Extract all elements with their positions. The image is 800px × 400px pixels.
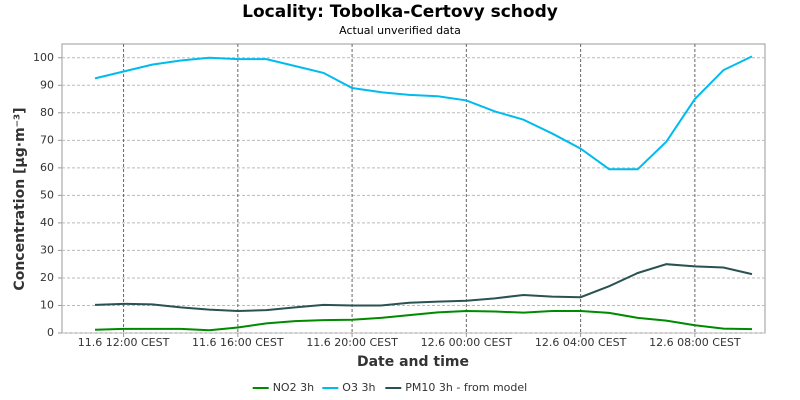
series-line <box>94 309 753 332</box>
x-tick-label: 11.6 16:00 CEST <box>192 336 284 349</box>
x-tick-label: 11.6 12:00 CEST <box>78 336 170 349</box>
legend-label: PM10 3h - from model <box>405 381 527 394</box>
x-tick-label: 12.6 00:00 CEST <box>421 336 513 349</box>
chart-title: Locality: Tobolka-Certovy schody <box>242 2 558 22</box>
y-tick-label: 50 <box>40 188 54 201</box>
x-axis-title: Date and time <box>357 354 469 370</box>
y-tick-label: 100 <box>33 51 54 64</box>
y-tick-label: 10 <box>40 298 54 311</box>
x-tick-label: 12.6 04:00 CEST <box>535 336 627 349</box>
y-tick-label: 60 <box>40 161 54 174</box>
y-tick-label: 30 <box>40 243 54 256</box>
x-tick-label: 11.6 20:00 CEST <box>306 336 398 349</box>
chart-subtitle: Actual unverified data <box>339 24 461 37</box>
x-tick-label: 12.6 08:00 CEST <box>649 336 741 349</box>
y-tick-label: 80 <box>40 106 54 119</box>
plot-area <box>61 43 766 334</box>
y-tick-label: 0 <box>47 326 54 339</box>
y-tick-label: 20 <box>40 271 54 284</box>
series-line <box>94 263 753 312</box>
y-axis-title: Concentration [µg·m⁻³] <box>12 107 28 290</box>
legend-label: NO2 3h <box>273 381 314 394</box>
y-tick-label: 90 <box>40 78 54 91</box>
y-tick-label: 40 <box>40 216 54 229</box>
series-line <box>94 55 753 171</box>
y-tick-label: 70 <box>40 133 54 146</box>
legend-label: O3 3h <box>342 381 375 394</box>
